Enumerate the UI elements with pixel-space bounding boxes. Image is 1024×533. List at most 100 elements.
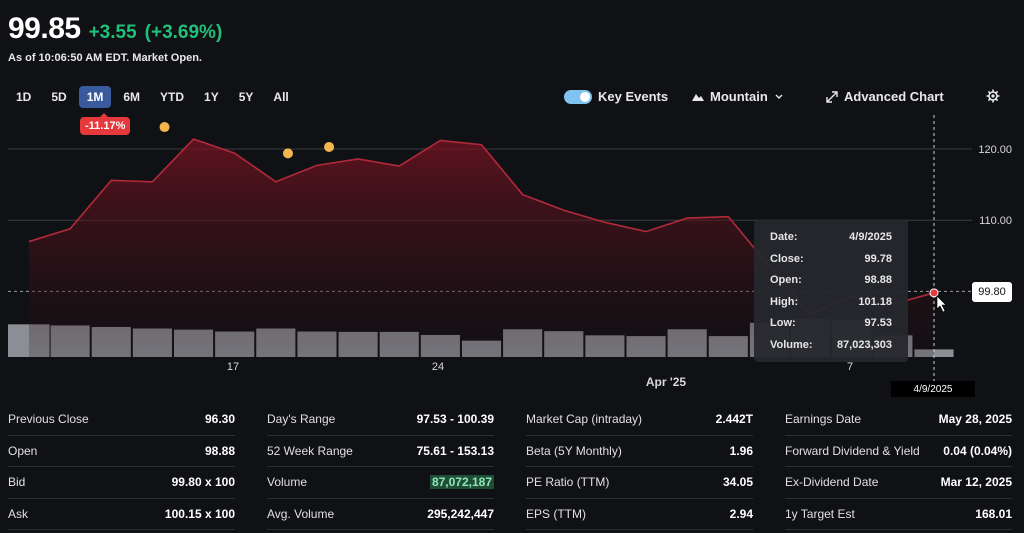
stat-label: Forward Dividend & Yield xyxy=(785,443,920,458)
stat-label: Ask xyxy=(8,506,29,521)
stat-value: May 28, 2025 xyxy=(938,412,1012,427)
stat-label: Ex-Dividend Date xyxy=(785,475,879,490)
tooltip-label: Volume: xyxy=(770,338,813,351)
tooltip-value: 98.88 xyxy=(864,274,892,286)
stat-row: Ask 100.15 x 100 xyxy=(8,499,235,530)
chart-type-dropdown[interactable]: Mountain xyxy=(692,89,784,104)
stat-label: PE Ratio (TTM) xyxy=(526,475,610,490)
chart-settings-button[interactable] xyxy=(986,89,1000,103)
tooltip-row: Open: 98.88 xyxy=(770,274,892,296)
range-button-1d[interactable]: 1D xyxy=(16,90,32,104)
stat-label: Day's Range xyxy=(267,412,336,427)
stat-label: Market Cap (intraday) xyxy=(526,412,643,427)
current-price: 99.85 xyxy=(8,12,81,45)
cursor-arrow-icon xyxy=(936,295,947,313)
stat-row: 52 Week Range 75.61 - 153.13 xyxy=(267,436,494,467)
stat-value: 97.53 - 100.39 xyxy=(416,412,494,427)
hover-point xyxy=(929,288,939,298)
stats-column: Earnings Date May 28, 2025 Forward Dividen… xyxy=(785,404,1012,530)
x-tick-label: 17 xyxy=(227,361,239,373)
tooltip-label: Open: xyxy=(770,274,802,286)
x-tick-label: 24 xyxy=(432,361,444,373)
range-button-6m[interactable]: 6M xyxy=(123,90,141,104)
stat-row: Market Cap (intraday) 2.442T xyxy=(526,404,753,436)
stat-row: Day's Range 97.53 - 100.39 xyxy=(267,404,494,436)
key-event-dot[interactable] xyxy=(159,122,170,133)
advanced-chart-button[interactable]: Advanced Chart xyxy=(826,89,944,104)
stat-label: EPS (TTM) xyxy=(526,506,586,521)
range-button-5y[interactable]: 5Y xyxy=(238,90,254,104)
tooltip-value: 87,023,303 xyxy=(836,338,892,351)
stat-value: 34.05 xyxy=(722,475,753,490)
advanced-chart-label: Advanced Chart xyxy=(844,89,944,104)
x-tick-label: Apr '25 xyxy=(646,375,687,389)
stat-value: 75.61 - 153.13 xyxy=(416,443,494,458)
tooltip-value: 97.53 xyxy=(864,317,892,329)
tooltip-label: Close: xyxy=(770,252,804,265)
stat-row: Avg. Volume 295,242,447 xyxy=(267,499,494,530)
stat-value: 0.04 (0.04%) xyxy=(943,443,1012,458)
range-button-1m[interactable]: 1M xyxy=(78,86,112,108)
chevron-down-icon xyxy=(775,94,783,99)
stat-value: Mar 12, 2025 xyxy=(940,475,1012,490)
tooltip-row: Low: 97.53 xyxy=(770,317,892,339)
last-price-tag: 99.80 xyxy=(972,282,1012,302)
hover-date-tag: 4/9/2025 xyxy=(891,381,975,397)
tooltip-label: Date: xyxy=(770,231,798,243)
range-button-1y[interactable]: 1Y xyxy=(204,90,219,104)
key-events-toggle[interactable]: Key Events xyxy=(564,89,668,104)
stat-row: Bid 99.80 x 100 xyxy=(8,467,235,499)
stat-row: Ex-Dividend Date Mar 12, 2025 xyxy=(785,467,1012,499)
stat-label: 1y Target Est xyxy=(785,506,855,521)
stat-value: 99.80 x 100 xyxy=(171,475,235,490)
range-button-5d[interactable]: 5D xyxy=(51,90,67,104)
range-button-ytd[interactable]: YTD xyxy=(160,90,185,104)
price-change-percent: (+3.69%) xyxy=(144,22,223,43)
stat-label: Earnings Date xyxy=(785,412,862,427)
range-selector: 1D 5D 1M 6M YTD 1Y 5Y All xyxy=(8,86,297,108)
tooltip-label: Low: xyxy=(770,317,796,329)
stat-row: Forward Dividend & Yield 0.04 (0.04%) xyxy=(785,436,1012,467)
stat-value: 1.96 xyxy=(729,443,753,458)
stats-column: Day's Range 97.53 - 100.39 52 Week Range 75… xyxy=(267,404,494,530)
y-tick-label: 120.00 xyxy=(978,144,1012,156)
price-area xyxy=(29,139,934,357)
stat-row: Open 98.88 xyxy=(8,436,235,467)
stat-value: 100.15 x 100 xyxy=(164,506,235,521)
chart-type-label: Mountain xyxy=(710,89,768,104)
range-button-all[interactable]: All xyxy=(273,90,289,104)
tooltip-label: High: xyxy=(770,295,799,308)
x-tick-label: 7 xyxy=(847,361,853,373)
quote-header: 99.85 +3.55 (+3.69%) xyxy=(8,12,222,46)
stat-label: Beta (5Y Monthly) xyxy=(526,443,622,458)
expand-icon xyxy=(826,90,838,103)
key-events-label: Key Events xyxy=(598,89,669,104)
key-event-dot[interactable] xyxy=(324,141,335,152)
tooltip-value: 4/9/2025 xyxy=(849,231,892,243)
stat-label: 52 Week Range xyxy=(267,443,353,458)
toggle-switch-icon[interactable] xyxy=(564,89,592,104)
mountain-icon xyxy=(692,93,704,101)
stat-label: Avg. Volume xyxy=(267,506,335,521)
tooltip-row: Close: 99.78 xyxy=(770,253,892,275)
stat-row: Earnings Date May 28, 2025 xyxy=(785,404,1012,436)
stat-value: 2.442T xyxy=(715,412,753,427)
stat-label: Previous Close xyxy=(8,412,89,427)
stat-value: 168.01 xyxy=(975,506,1012,521)
gear-icon xyxy=(986,89,1000,103)
price-change: +3.55 xyxy=(88,22,137,43)
quote-statistics: Previous Close 96.30 Open 98.88 Bid 99.80 x 1… xyxy=(8,404,1012,530)
stat-label: Volume xyxy=(267,475,308,490)
tooltip-value: 101.18 xyxy=(858,295,892,308)
stats-column: Previous Close 96.30 Open 98.88 Bid 99.80 x 1… xyxy=(8,404,235,530)
stat-label: Bid xyxy=(8,475,26,490)
stat-value: 96.30 xyxy=(204,412,235,427)
range-performance-badge: -11.17% xyxy=(80,113,131,135)
tooltip-row: Volume: 87,023,303 xyxy=(770,339,892,361)
hover-tooltip: Date: 4/9/2025 Close: 99.78 Open: 98.88 High: 1… xyxy=(754,220,908,362)
tooltip-value: 99.78 xyxy=(864,252,892,265)
stat-row: 1y Target Est 168.01 xyxy=(785,499,1012,530)
stat-row: PE Ratio (TTM) 34.05 xyxy=(526,467,753,499)
key-event-dot[interactable] xyxy=(282,148,293,159)
y-tick-label: 110.00 xyxy=(979,215,1012,227)
